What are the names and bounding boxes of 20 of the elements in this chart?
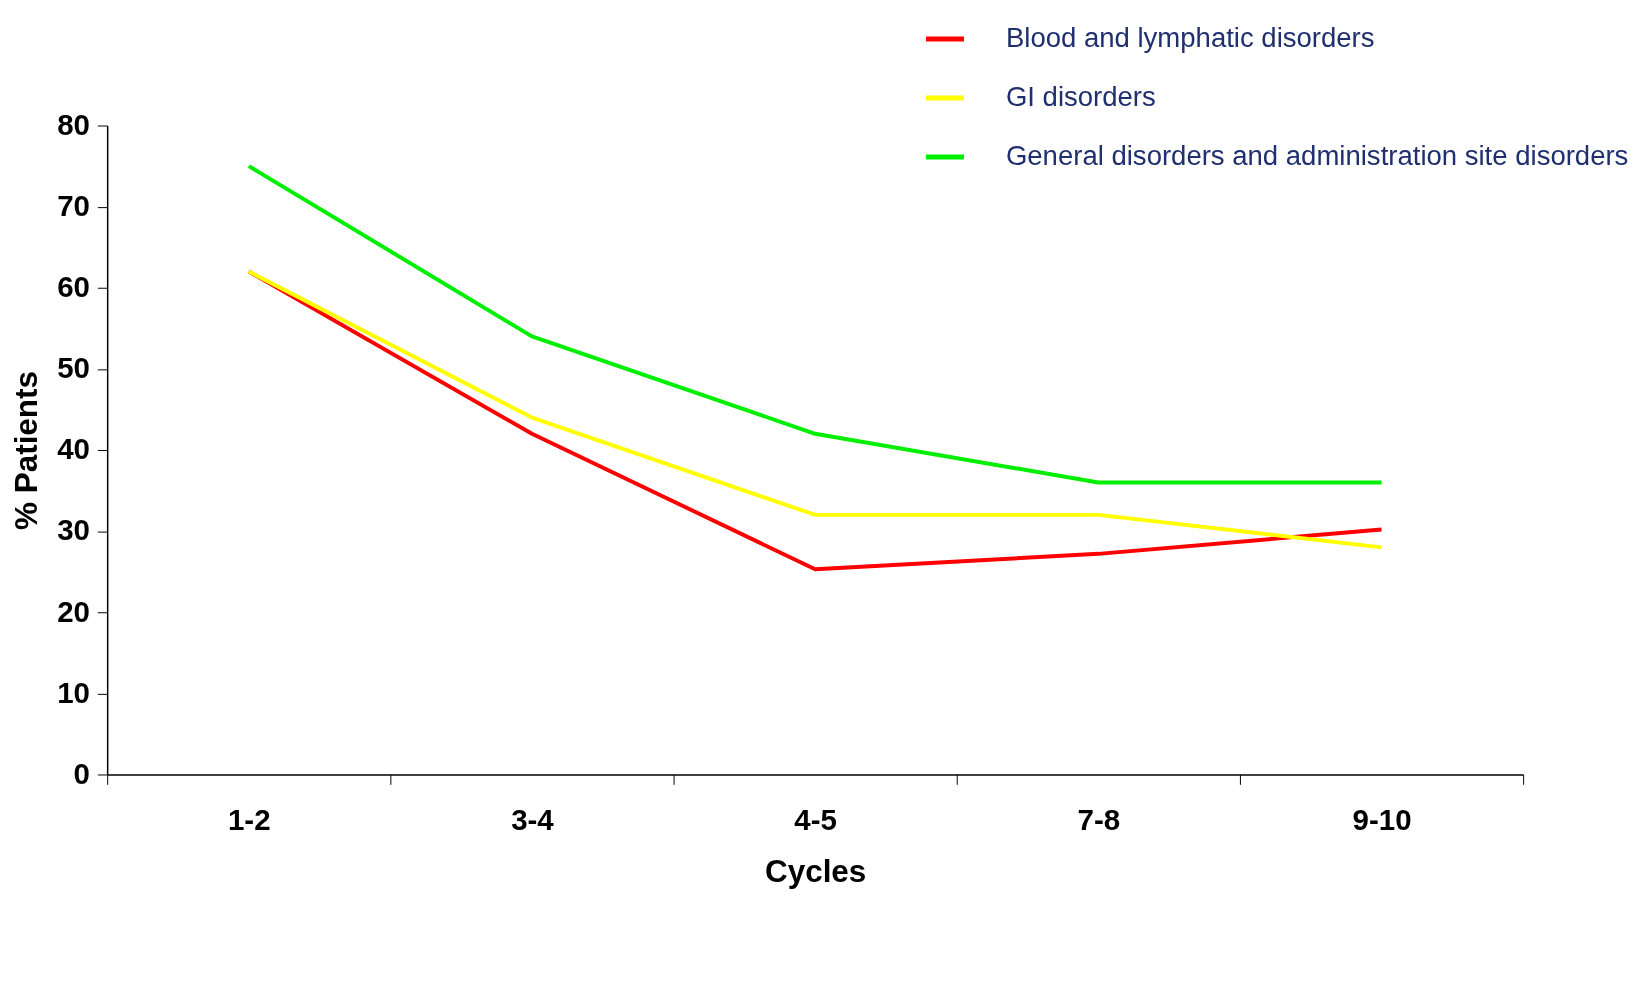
x-tick-label: 7-8 [1077, 803, 1121, 837]
x-tick-label: 4-5 [794, 803, 837, 837]
y-tick-label: 50 [57, 351, 90, 385]
y-tick-label: 40 [57, 432, 90, 466]
legend-label: Blood and lymphatic disorders [1005, 21, 1375, 53]
x-tick-label: 1-2 [227, 803, 271, 837]
y-axis-title: % Patients [8, 370, 44, 531]
line-series [246, 164, 1384, 485]
y-tick-label: 60 [57, 270, 90, 304]
x-tick-label: 3-4 [511, 803, 555, 837]
y-tick-label: 0 [73, 756, 90, 790]
y-tick-label: 10 [57, 675, 90, 709]
legend-label: GI disorders [1005, 80, 1156, 112]
x-axis-title: Cycles [764, 854, 867, 890]
legend-label: General disorders and administration site disorders [1005, 139, 1629, 171]
y-tick-label: 70 [57, 188, 90, 222]
y-tick-label: 80 [57, 107, 90, 141]
y-tick-label: 20 [57, 594, 90, 628]
y-tick-label: 30 [57, 513, 90, 547]
x-tick-label: 9-10 [1352, 803, 1412, 837]
